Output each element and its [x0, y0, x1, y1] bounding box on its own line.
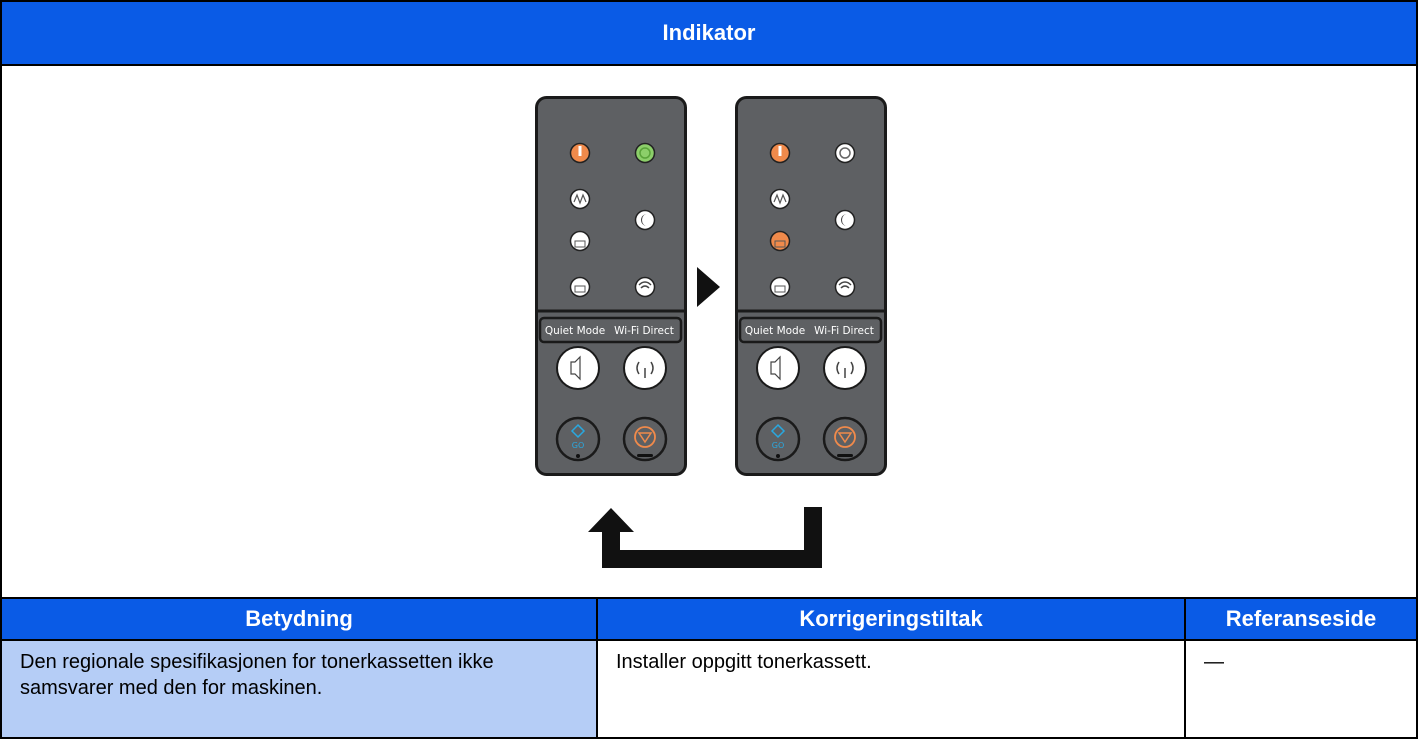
return-arrow-body: [602, 507, 822, 568]
paper-led: [769, 276, 791, 298]
table-cell: Installer oppgitt tonerkassett.: [596, 639, 1186, 739]
wifi-icon: [638, 281, 652, 289]
quiet-icon: [570, 355, 581, 381]
toner-icon: [774, 240, 786, 248]
go-label: GO: [772, 441, 785, 450]
panel-body: [735, 96, 887, 476]
ready-led: [634, 142, 656, 164]
column-header: Korrigeringstiltak: [596, 597, 1186, 641]
data-icon: [773, 193, 787, 205]
panel-label: Quiet Mode: [745, 325, 805, 337]
header-title: Indikator: [0, 0, 1418, 66]
stop-triangle: [637, 432, 653, 444]
error-icon: [778, 146, 782, 156]
ready-icon: [839, 147, 851, 159]
wifi-icon: [838, 281, 852, 289]
go-dot: [776, 454, 780, 458]
panel-label: Quiet Mode: [545, 325, 605, 337]
ready-icon: [639, 147, 651, 159]
stop-button: [622, 416, 668, 462]
panel-body: [535, 96, 687, 476]
go-icon: [770, 423, 786, 439]
sleep-led: [834, 209, 856, 231]
wifi-led: [634, 276, 656, 298]
paper-led: [569, 276, 591, 298]
indicator-diagram: Quiet Mode Wi-Fi Direct GO Quiet Mode Wi-Fi …: [535, 96, 887, 568]
table-cell: Den regionale spesifikasjonen for tonerk…: [0, 639, 598, 739]
wifi-led: [834, 276, 856, 298]
stop-button: [822, 416, 868, 462]
stop-icon: [634, 426, 656, 448]
ready-led: [834, 142, 856, 164]
stop-icon: [834, 426, 856, 448]
wifi-direct-icon: [636, 361, 654, 378]
table-cell: —: [1184, 639, 1418, 739]
sleep-icon: [641, 214, 647, 226]
return-arrow-head: [588, 508, 634, 532]
go-label: GO: [572, 441, 585, 450]
label-box: [538, 316, 683, 344]
paper-icon: [774, 285, 786, 293]
toner-icon: [574, 240, 586, 248]
quiet-button: [556, 346, 600, 390]
data-led: [569, 188, 591, 210]
data-led: [769, 188, 791, 210]
quiet-icon: [770, 355, 781, 381]
error-icon: [578, 146, 582, 156]
go-icon: [570, 423, 586, 439]
panel-label: Wi-Fi Direct: [814, 325, 874, 337]
stop-triangle: [837, 432, 853, 444]
control-panel: Quiet Mode Wi-Fi Direct GO: [735, 96, 887, 476]
stop-bar: [837, 454, 853, 457]
sleep-icon: [841, 214, 847, 226]
sleep-led: [634, 209, 656, 231]
wifi-direct-icon: [836, 361, 854, 378]
paper-icon: [574, 285, 586, 293]
column-header: Betydning: [0, 597, 598, 641]
next-arrow: [697, 267, 720, 307]
panel-label: Wi-Fi Direct: [614, 325, 674, 337]
column-header: Referanseside: [1184, 597, 1418, 641]
control-panel: Quiet Mode Wi-Fi Direct GO: [535, 96, 687, 476]
go-button: [555, 416, 601, 462]
data-icon: [573, 193, 587, 205]
label-box: [738, 316, 883, 344]
go-dot: [576, 454, 580, 458]
quiet-button: [756, 346, 800, 390]
go-button: [755, 416, 801, 462]
stop-bar: [637, 454, 653, 457]
